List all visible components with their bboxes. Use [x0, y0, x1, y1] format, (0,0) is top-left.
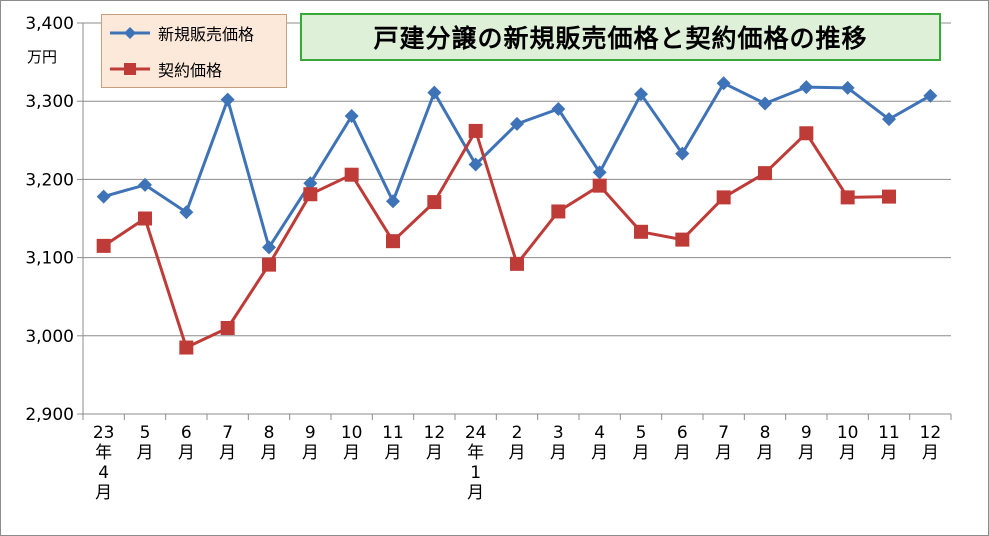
data-point-series-1 [427, 85, 442, 100]
legend-line-square-marker [110, 63, 150, 75]
data-point-series-2 [427, 195, 442, 210]
data-point-series-2 [386, 234, 400, 249]
data-point-series-2 [634, 224, 648, 239]
data-point-series-1 [220, 92, 235, 107]
data-point-series-1 [923, 88, 938, 103]
data-point-series-1 [303, 176, 318, 191]
x-tick-label: 11 月 [382, 423, 404, 463]
data-point-series-1 [262, 240, 276, 255]
series-line-2 [102, 129, 890, 349]
data-point-series-2 [510, 256, 524, 271]
x-tick-label: 12 月 [920, 423, 942, 463]
series-line-1 [103, 81, 932, 249]
legend-label-series-1: 新規販売価格 [158, 25, 255, 44]
legend-label-series-2: 契約価格 [158, 61, 223, 80]
data-point-series-2 [882, 189, 896, 204]
data-point-series-2 [179, 340, 194, 355]
data-point-series-1 [716, 76, 731, 91]
y-tick-label: 3,100 [25, 249, 74, 269]
data-point-series-1 [758, 96, 772, 111]
x-tick-label: 24 年 1 月 [465, 423, 487, 503]
x-tick-label: 11 月 [878, 423, 900, 463]
data-point-series-2 [262, 257, 276, 272]
data-point-series-1 [840, 80, 855, 95]
legend-line-diamond-marker [110, 27, 150, 39]
y-tick-label: 2,900 [25, 405, 74, 425]
x-tick-label: 12 月 [424, 423, 446, 463]
data-point-series-1 [799, 80, 814, 95]
data-point-series-2 [303, 187, 318, 202]
legend-item-series-2: 契約価格 [108, 57, 222, 81]
x-tick-label: 10 月 [341, 423, 363, 463]
legend: 新規販売価格 契約価格 [101, 14, 287, 88]
legend-item-series-1: 新規販売価格 [108, 21, 254, 45]
y-tick-label: 3,400 [25, 14, 74, 34]
data-point-series-1 [634, 87, 648, 102]
x-tick-labels: 23 年 4 月 5 月 6 月 7 月 8 月 9 月 10 月 11 月 12 月 24 年 1 月 2 月 3 月 4 月 5 月 6 月 7… [93, 423, 941, 503]
data-point-series-2 [96, 238, 111, 253]
data-point-series-1 [592, 165, 607, 180]
x-tick-label: 23 年 4 月 [93, 423, 115, 503]
data-point-series-1 [675, 146, 690, 161]
data-point-series-1 [386, 194, 400, 209]
y-tick-label: 3,300 [25, 92, 74, 112]
data-point-series-2 [592, 178, 607, 193]
data-point-series-1 [882, 112, 896, 127]
y-tick-label: 3,200 [25, 170, 74, 190]
y-tick-label: 3,000 [25, 327, 74, 347]
y-axis-unit-label: 万円 [27, 48, 58, 66]
data-point-series-2 [840, 190, 855, 205]
data-point-series-2 [344, 167, 359, 182]
data-point-series-1 [179, 205, 194, 220]
data-point-series-2 [799, 126, 814, 141]
data-point-series-2 [758, 166, 772, 181]
data-point-series-2 [468, 123, 483, 138]
series [96, 76, 938, 355]
data-point-series-1 [138, 177, 152, 192]
data-point-series-1 [468, 157, 483, 172]
y-tick-labels: 2,900 3,000 3,100 3,200 3,300 3,400 [25, 14, 74, 425]
data-point-series-1 [510, 116, 524, 131]
axes [77, 22, 952, 420]
data-point-series-2 [138, 211, 152, 226]
data-point-series-1 [96, 189, 111, 204]
data-point-series-2 [551, 204, 566, 219]
chart-title: 戸建分譲の新規販売価格と契約価格の推移 [373, 24, 868, 53]
x-tick-label: 10 月 [837, 423, 859, 463]
data-point-series-2 [675, 232, 690, 247]
data-point-series-1 [344, 109, 359, 124]
data-point-series-2 [220, 320, 235, 335]
data-point-series-2 [716, 190, 731, 205]
data-point-series-1 [551, 102, 566, 117]
chart-title-box: 戸建分譲の新規販売価格と契約価格の推移 [300, 13, 941, 61]
